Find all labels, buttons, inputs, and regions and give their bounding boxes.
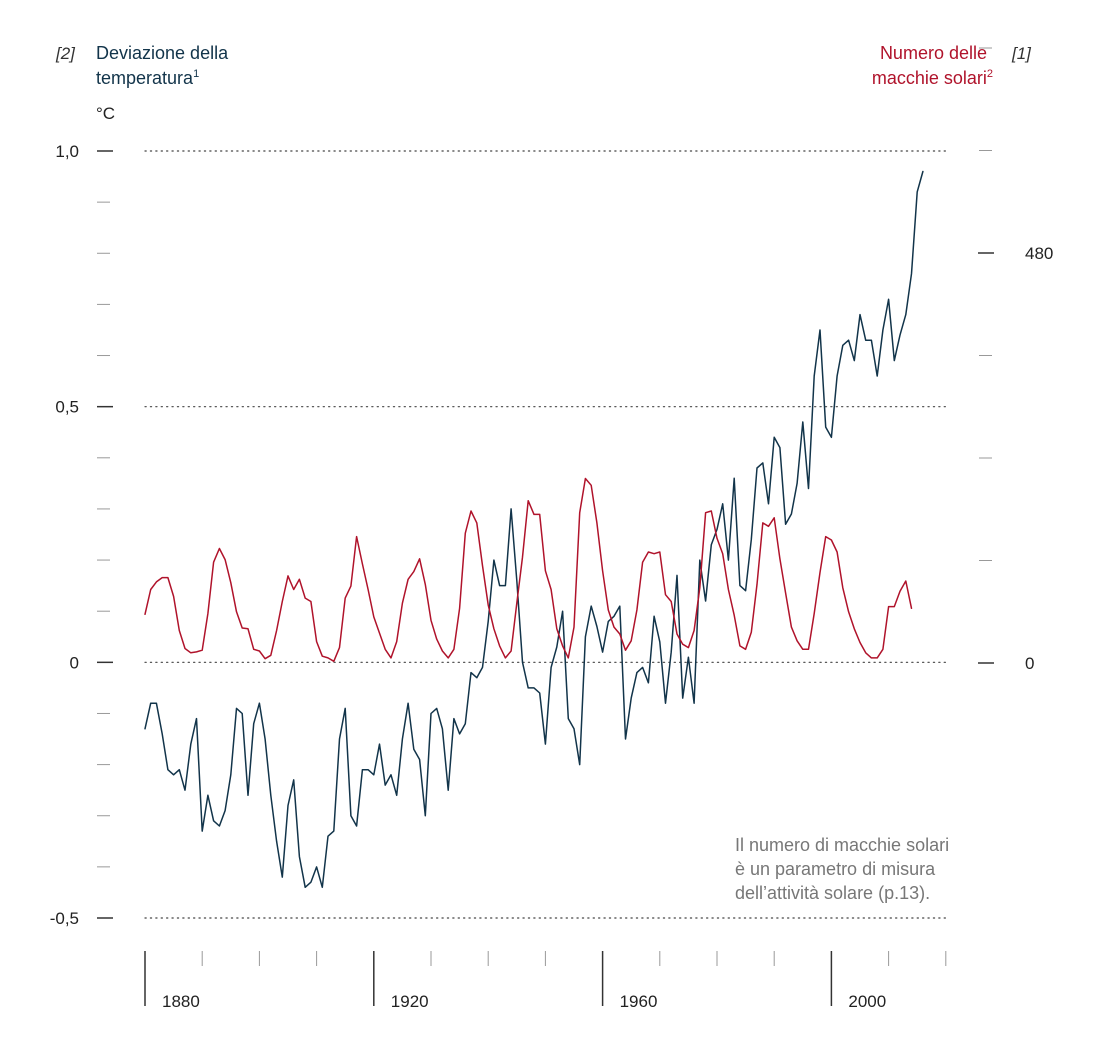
gridlines [144, 150, 947, 919]
right-axis: 0480960 [978, 47, 1053, 673]
x-axis-tick-label: 2000 [848, 992, 886, 1011]
left-axis: -0,5 0 0,5 1,0 [50, 142, 113, 928]
x-axis-tick-label: 1960 [620, 992, 658, 1011]
left-axis-title-footnote: 1 [193, 68, 199, 80]
left-axis-tick-label: -0,5 [50, 909, 79, 928]
right-axis-tick-label: 480 [1025, 244, 1053, 263]
left-axis-tick-label: 1,0 [55, 142, 79, 161]
left-axis-tag: [2] [55, 44, 76, 63]
right-axis-title-line2: macchie solari2 [872, 68, 993, 88]
x-axis-tick-label: 1880 [162, 992, 200, 1011]
x-axis-tick-label: 1920 [391, 992, 429, 1011]
left-axis-title-line1: Deviazione della [96, 43, 229, 63]
right-axis-title-text: macchie solari [872, 68, 987, 88]
left-axis-tick-label: 0,5 [55, 398, 79, 417]
right-axis-tag: [1] [1011, 44, 1032, 63]
right-axis-title-line1: Numero delle [880, 43, 987, 63]
right-axis-title-footnote: 2 [987, 68, 993, 80]
left-axis-unit: °C [96, 104, 115, 123]
note-line-1: Il numero di macchie solari [735, 835, 949, 855]
series-layer [144, 170, 924, 889]
left-axis-tick-label: 0 [70, 653, 79, 672]
temperature-series-line [144, 170, 924, 889]
right-axis-tick-label: 0 [1025, 654, 1034, 673]
sunspot-series-line [144, 477, 913, 663]
left-axis-title-text: temperatura [96, 68, 194, 88]
left-axis-title-line2: temperatura1 [96, 68, 199, 88]
note-line-3: dell’attività solare (p.13). [735, 883, 930, 903]
note-line-2: è un parametro di misura [735, 859, 936, 879]
x-axis: 1880 1920 1960 2000 [144, 951, 947, 1011]
